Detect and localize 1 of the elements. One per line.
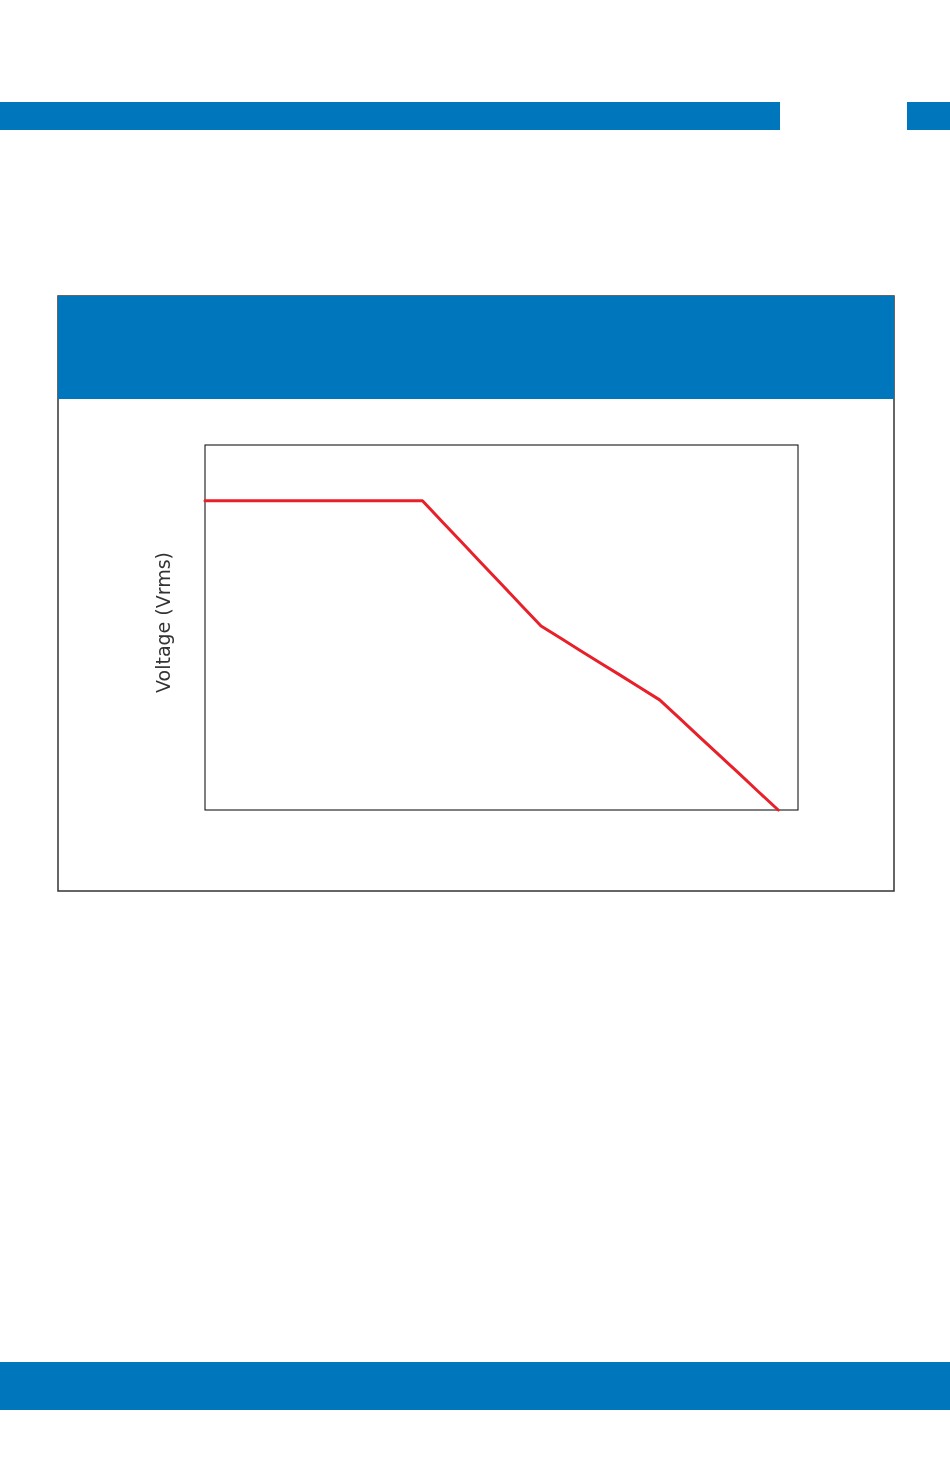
y-axis-title: Voltage (Vrms): [152, 551, 174, 694]
